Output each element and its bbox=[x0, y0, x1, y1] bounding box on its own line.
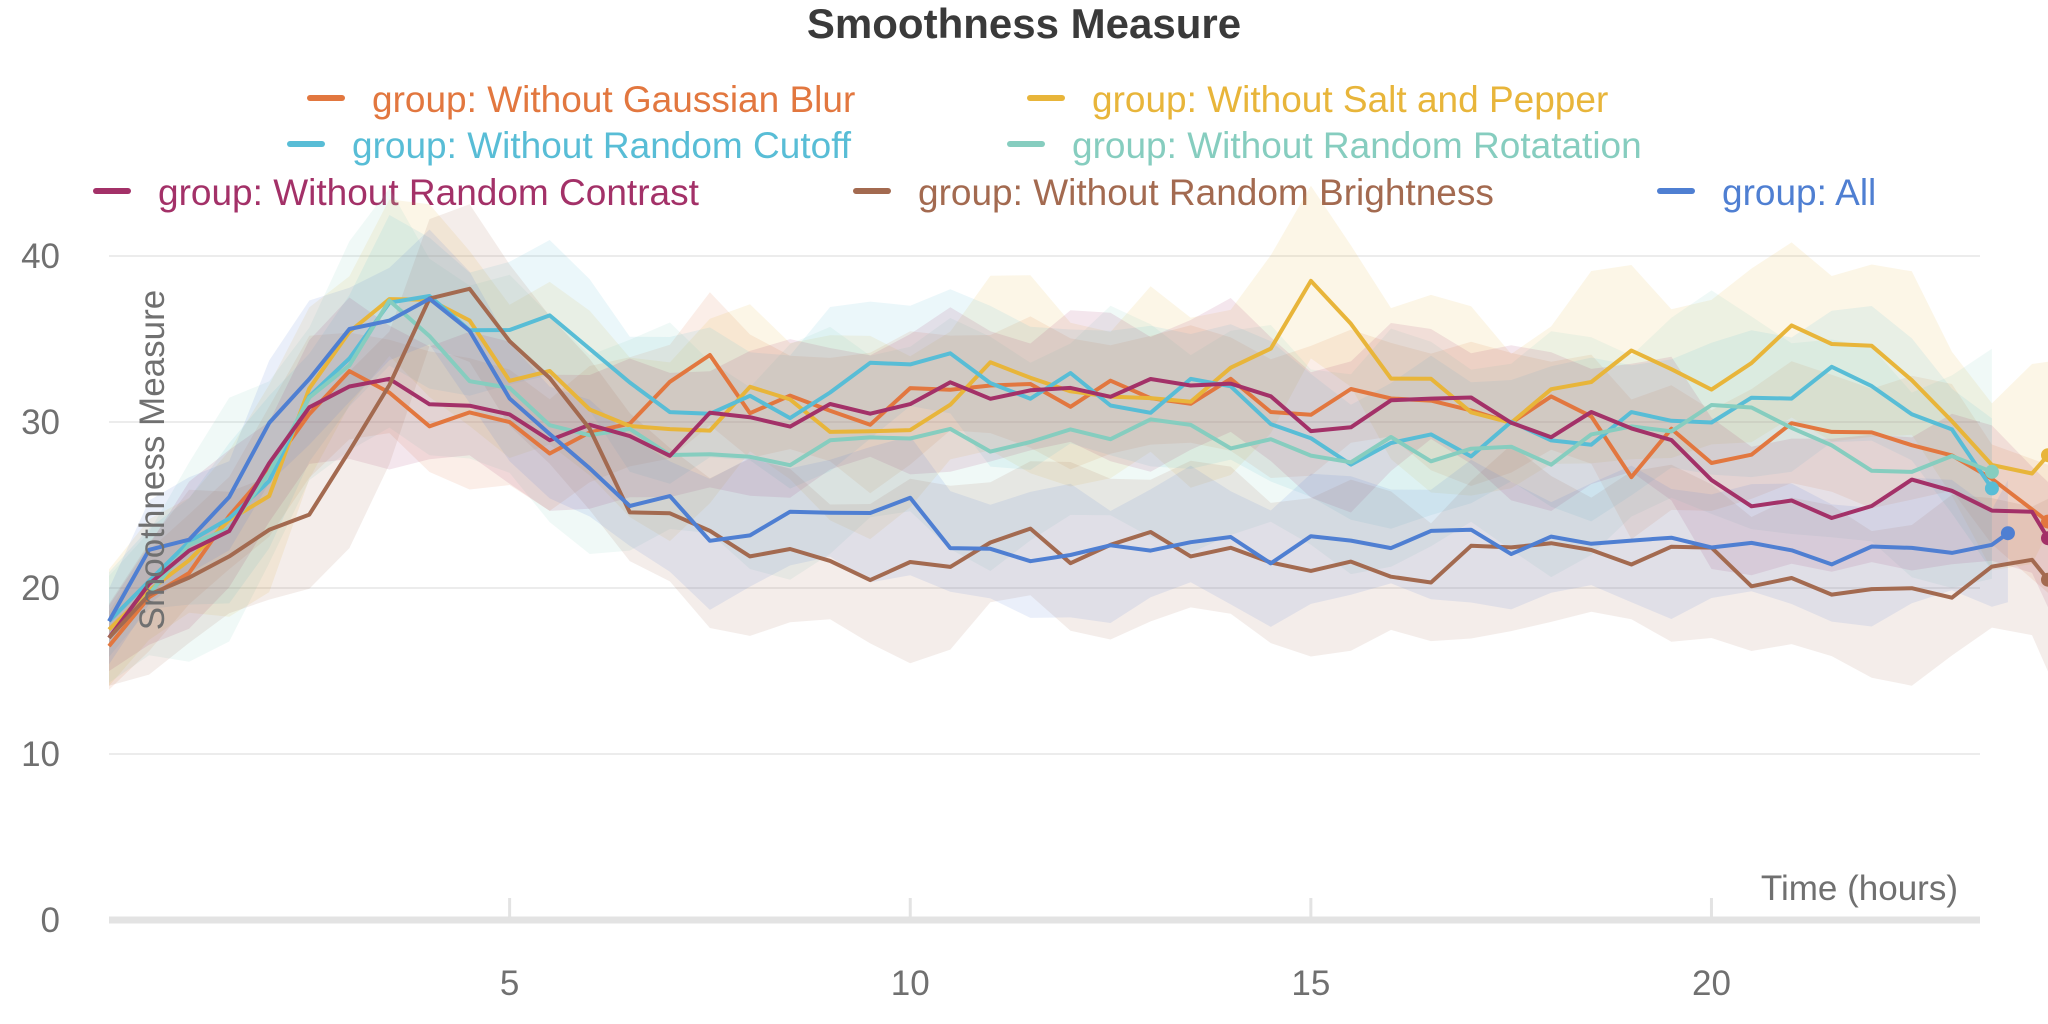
series-end-point-5 bbox=[2041, 572, 2048, 587]
series-end-point-1 bbox=[2041, 448, 2048, 463]
x-axis-label: Time (hours) bbox=[1761, 869, 1958, 908]
series-end-point-4 bbox=[2041, 531, 2048, 546]
y-tick-label: 0 bbox=[41, 901, 60, 940]
band-0 bbox=[109, 292, 2048, 690]
band-1 bbox=[109, 185, 2048, 686]
series-end-point-0 bbox=[2041, 514, 2048, 529]
series-line-6 bbox=[107, 296, 2010, 623]
series-line-3 bbox=[107, 298, 1993, 640]
band-4 bbox=[109, 297, 2048, 672]
legend-label[interactable]: group: Without Salt and Pepper bbox=[1092, 79, 1608, 120]
y-tick-label: 20 bbox=[21, 569, 60, 608]
band-5 bbox=[109, 204, 2048, 686]
legend-label[interactable]: group: All bbox=[1722, 172, 1876, 213]
legend-label[interactable]: group: Without Random Cutoff bbox=[352, 125, 852, 166]
y-axis: 0 10 20 30 40 bbox=[21, 237, 60, 940]
x-tick-label: 15 bbox=[1291, 964, 1330, 1003]
y-axis-label: Smoothness Measure bbox=[133, 290, 172, 630]
legend-label[interactable]: group: Without Random Contrast bbox=[158, 172, 700, 213]
confidence-bands bbox=[109, 185, 2048, 690]
x-axis: 5 10 15 20 bbox=[109, 898, 1980, 1003]
chart-title: Smoothness Measure bbox=[807, 0, 1241, 47]
series-line-0 bbox=[107, 353, 2048, 648]
legend-label[interactable]: group: Without Gaussian Blur bbox=[372, 79, 855, 120]
series-line-2 bbox=[107, 294, 1994, 623]
series-line-5 bbox=[107, 286, 2048, 640]
y-tick-label: 40 bbox=[21, 237, 60, 276]
series-line-4 bbox=[107, 376, 2048, 639]
y-tick-label: 30 bbox=[21, 403, 60, 442]
series-end-point-6 bbox=[2000, 526, 2015, 541]
x-tick-label: 20 bbox=[1692, 964, 1731, 1003]
y-tick-label: 10 bbox=[21, 735, 60, 774]
x-tick-label: 5 bbox=[500, 964, 519, 1003]
series-lines bbox=[107, 278, 2048, 648]
series-end-point-2 bbox=[1984, 481, 1999, 496]
legend-label[interactable]: group: Without Random Brightness bbox=[918, 172, 1494, 213]
legend-label[interactable]: group: Without Random Rotatation bbox=[1072, 125, 1642, 166]
legend: group: Without Gaussian Blur group: Witho… bbox=[93, 79, 1876, 213]
x-tick-label: 10 bbox=[891, 964, 930, 1003]
series-end-point-3 bbox=[1984, 464, 1999, 479]
band-6 bbox=[109, 229, 2008, 665]
